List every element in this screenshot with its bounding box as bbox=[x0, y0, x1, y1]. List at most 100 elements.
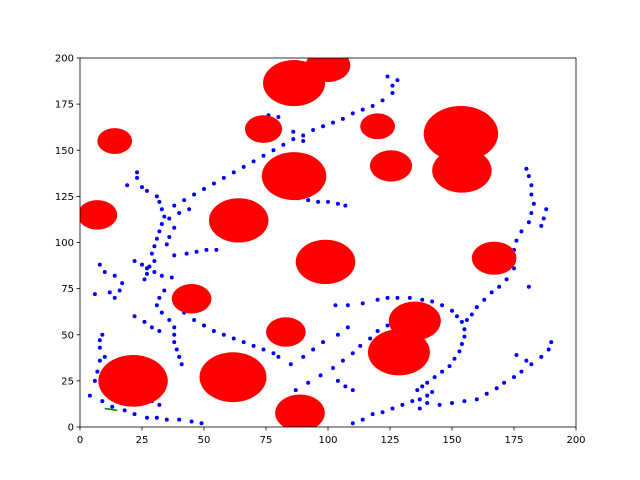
node-point bbox=[360, 107, 365, 112]
node-point bbox=[430, 389, 435, 394]
node-point bbox=[368, 336, 373, 341]
node-point bbox=[549, 340, 554, 345]
node-point bbox=[343, 384, 348, 389]
node-point bbox=[142, 319, 147, 324]
node-point bbox=[514, 238, 519, 243]
node-point bbox=[452, 356, 457, 361]
node-point bbox=[417, 406, 422, 411]
node-point bbox=[350, 388, 355, 393]
node-point bbox=[97, 358, 102, 363]
node-point bbox=[335, 332, 340, 337]
node-point bbox=[157, 402, 162, 407]
node-point bbox=[202, 323, 206, 328]
node-point bbox=[301, 139, 306, 144]
node-point bbox=[187, 207, 192, 212]
node-point bbox=[531, 201, 536, 206]
node-point bbox=[504, 277, 509, 282]
node-point bbox=[179, 362, 184, 367]
node-point bbox=[432, 375, 437, 380]
node-point bbox=[152, 270, 157, 275]
node-point bbox=[318, 373, 323, 378]
node-point bbox=[154, 303, 159, 308]
node-point bbox=[159, 273, 164, 278]
node-point bbox=[211, 181, 216, 186]
node-point bbox=[144, 271, 149, 276]
node-point bbox=[159, 310, 164, 315]
x-tick-label: 125 bbox=[380, 435, 399, 446]
obstacle bbox=[261, 152, 327, 201]
node-point bbox=[345, 303, 350, 308]
node-point bbox=[529, 362, 534, 367]
node-point bbox=[529, 210, 534, 215]
node-point bbox=[311, 347, 316, 352]
node-point bbox=[497, 284, 502, 289]
node-point bbox=[380, 98, 385, 103]
node-point bbox=[159, 222, 164, 227]
node-point bbox=[420, 297, 425, 302]
node-point bbox=[112, 295, 117, 300]
y-tick-label: 0 bbox=[68, 423, 74, 434]
x-tick-label: 100 bbox=[318, 435, 337, 446]
obstacle bbox=[275, 394, 325, 427]
node-point bbox=[380, 410, 385, 415]
node-point bbox=[211, 329, 216, 334]
node-point bbox=[524, 166, 529, 171]
node-point bbox=[192, 317, 197, 322]
node-point bbox=[385, 323, 390, 328]
node-point bbox=[474, 397, 479, 402]
node-point bbox=[459, 341, 464, 346]
node-point bbox=[154, 236, 159, 241]
obstacle bbox=[266, 317, 306, 347]
node-point bbox=[172, 325, 177, 330]
node-point bbox=[437, 402, 442, 407]
node-point bbox=[539, 223, 544, 228]
path-line bbox=[104, 407, 118, 412]
y-tick-label: 125 bbox=[55, 192, 74, 203]
node-point bbox=[157, 329, 162, 334]
node-point bbox=[162, 288, 167, 293]
node-point bbox=[192, 192, 197, 197]
x-tick-label: 25 bbox=[136, 435, 149, 446]
node-point bbox=[457, 349, 462, 354]
node-point bbox=[541, 216, 546, 221]
node-point bbox=[125, 183, 130, 188]
obstacle bbox=[171, 284, 212, 314]
node-point bbox=[293, 388, 298, 393]
y-tick-label: 150 bbox=[55, 146, 74, 157]
node-point bbox=[291, 129, 296, 134]
node-point bbox=[350, 111, 355, 116]
node-point bbox=[177, 417, 182, 422]
node-point bbox=[164, 242, 169, 247]
obstacle bbox=[208, 198, 269, 243]
obstacle bbox=[423, 105, 499, 162]
y-tick-label: 50 bbox=[61, 330, 74, 341]
node-point bbox=[482, 297, 487, 302]
node-point bbox=[301, 354, 306, 359]
node-point bbox=[167, 317, 172, 322]
obstacle bbox=[199, 352, 267, 403]
node-point bbox=[194, 249, 199, 254]
node-point bbox=[251, 343, 256, 348]
node-point bbox=[261, 347, 266, 352]
node-point bbox=[92, 378, 97, 383]
node-point bbox=[524, 358, 529, 363]
node-point bbox=[425, 393, 430, 398]
node-point bbox=[100, 399, 105, 404]
node-point bbox=[321, 124, 326, 129]
node-point bbox=[261, 153, 266, 158]
node-point bbox=[514, 353, 519, 358]
node-point bbox=[360, 417, 365, 422]
node-point bbox=[462, 327, 467, 332]
node-point bbox=[87, 393, 92, 398]
node-point bbox=[144, 188, 149, 193]
node-point bbox=[276, 354, 281, 359]
x-tick-label: 150 bbox=[442, 435, 461, 446]
node-point bbox=[172, 332, 177, 337]
node-point bbox=[132, 314, 137, 319]
node-point bbox=[135, 170, 140, 175]
y-tick-label: 175 bbox=[55, 100, 74, 111]
node-point bbox=[117, 288, 122, 293]
node-point bbox=[177, 210, 182, 215]
node-point bbox=[172, 253, 177, 258]
node-point bbox=[152, 244, 157, 249]
